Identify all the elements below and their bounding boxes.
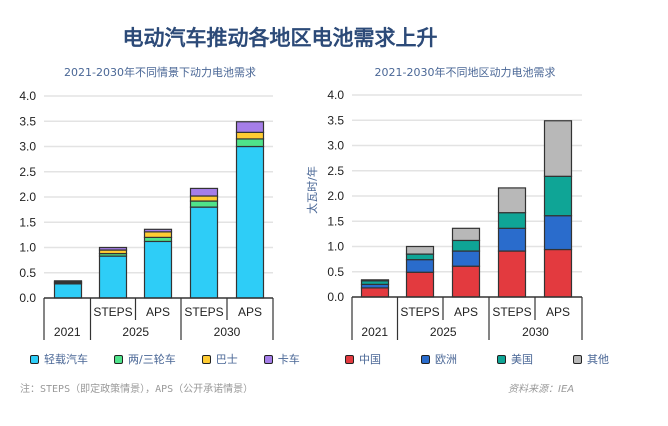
y-tick-label: 1.0 <box>327 240 344 254</box>
y-tick-label: 3.5 <box>19 114 36 128</box>
bar-segment <box>143 228 173 233</box>
bar-segment <box>98 246 128 251</box>
bar-segment <box>143 240 173 299</box>
legend-item: 其他 <box>573 351 609 367</box>
bar-segment <box>497 227 527 252</box>
legend-label: 中国 <box>359 353 381 366</box>
x-group-label: 2021 <box>361 325 388 339</box>
x-group-label: 2030 <box>214 325 241 339</box>
bar-segment <box>451 265 481 298</box>
bar-segment <box>543 215 573 251</box>
y-tick-label: 4.0 <box>327 88 344 102</box>
bar-segment <box>98 255 128 299</box>
y-tick-label: 1.5 <box>19 215 36 229</box>
x-sub-label: STEPS <box>400 305 439 319</box>
bar-segment <box>405 271 435 298</box>
bar-segment <box>405 253 435 261</box>
legend-item: 欧洲 <box>421 351 457 367</box>
y-tick-label: 0.5 <box>327 265 344 279</box>
bar-segment <box>497 250 527 298</box>
legend-item: 卡车 <box>263 351 300 367</box>
legend-swatch <box>30 354 39 364</box>
legend-swatch <box>573 354 582 364</box>
legend-right: 中国 欧洲 美国 其他 <box>345 351 649 367</box>
legend-label: 巴士 <box>215 353 238 366</box>
legend-swatch <box>114 354 123 364</box>
footnote: 注：STEPS（即定政策情景），APS（公开承诺情景） <box>20 384 254 395</box>
bar-segment <box>360 279 390 282</box>
legend-item: 两/三轮车 <box>114 351 176 367</box>
bar-segment <box>543 175 573 217</box>
y-tick-label: 3.0 <box>19 140 36 154</box>
legend-label: 卡车 <box>277 353 300 366</box>
source-note: 资料来源：IEA <box>508 384 575 395</box>
y-axis-label: 太瓦时/年 <box>305 166 319 214</box>
bar-segment <box>143 231 173 239</box>
legend-swatch <box>421 354 430 364</box>
bar-segment <box>405 245 435 255</box>
legend-item: 美国 <box>497 351 533 367</box>
bar-segment <box>451 227 481 242</box>
y-tick-label: 1.0 <box>19 241 36 255</box>
y-tick-label: 0.0 <box>327 290 344 304</box>
bar-segment <box>497 212 527 229</box>
x-group-label: 2021 <box>54 325 81 339</box>
x-sub-label: STEPS <box>492 305 531 319</box>
legend-item: 轻载汽车 <box>30 351 88 367</box>
legend-swatch <box>263 354 273 364</box>
legend-swatch <box>497 354 506 364</box>
x-sub-label: STEPS <box>184 305 223 319</box>
bar-segment <box>235 131 265 140</box>
y-tick-label: 4.0 <box>19 89 36 103</box>
y-tick-label: 0.5 <box>19 266 36 280</box>
legend-label: 轻载汽车 <box>44 353 88 366</box>
x-group-label: 2025 <box>430 325 457 339</box>
x-sub-label: STEPS <box>93 305 132 319</box>
bar-segment <box>451 239 481 252</box>
bar-segment <box>53 283 83 299</box>
bar-segment <box>189 206 219 299</box>
y-tick-label: 2.0 <box>327 189 344 203</box>
bar-segment <box>189 187 219 197</box>
legend-swatch <box>201 354 211 364</box>
legend-label: 两/三轮车 <box>128 353 176 366</box>
y-tick-label: 3.5 <box>327 113 344 127</box>
page-title: 电动汽车推动各地区电池需求上升 <box>122 26 438 50</box>
y-tick-label: 2.5 <box>19 165 36 179</box>
bar-segment <box>235 121 265 133</box>
y-tick-label: 0.0 <box>19 291 36 305</box>
bar-segment <box>360 287 390 298</box>
y-tick-label: 2.5 <box>327 164 344 178</box>
chart-right-title: 2021-2030年不同地区动力电池需求 <box>374 66 556 79</box>
bar-segment <box>189 195 219 202</box>
chart-left-title: 2021-2030年不同情景下动力电池需求 <box>64 66 256 79</box>
legend-label: 其他 <box>587 353 609 366</box>
x-group-label: 2025 <box>122 325 149 339</box>
bar-segment <box>543 248 573 298</box>
legend-label: 美国 <box>511 353 533 366</box>
bar-segment <box>235 138 265 148</box>
legend-swatch <box>345 354 354 364</box>
x-sub-label: APS <box>454 305 478 319</box>
x-sub-label: APS <box>238 305 262 319</box>
x-group-label: 2030 <box>522 325 549 339</box>
legend-left: 轻载汽车 两/三轮车 巴士 卡车 <box>30 351 326 367</box>
y-tick-label: 2.0 <box>19 190 36 204</box>
bar-segment <box>53 280 83 283</box>
y-tick-label: 1.5 <box>327 214 344 228</box>
bar-segment <box>405 259 435 273</box>
legend-item: 巴士 <box>201 351 238 367</box>
bar-segment <box>235 145 265 299</box>
y-tick-label: 3.0 <box>327 139 344 153</box>
bar-segment <box>451 250 481 267</box>
legend-item: 中国 <box>345 351 381 367</box>
legend-label: 欧洲 <box>435 353 457 366</box>
x-sub-label: APS <box>546 305 570 319</box>
x-sub-label: APS <box>146 305 170 319</box>
bar-segment <box>189 200 219 208</box>
bar-segment <box>543 120 573 177</box>
bar-segment <box>497 187 527 214</box>
bar-segment <box>143 236 173 243</box>
